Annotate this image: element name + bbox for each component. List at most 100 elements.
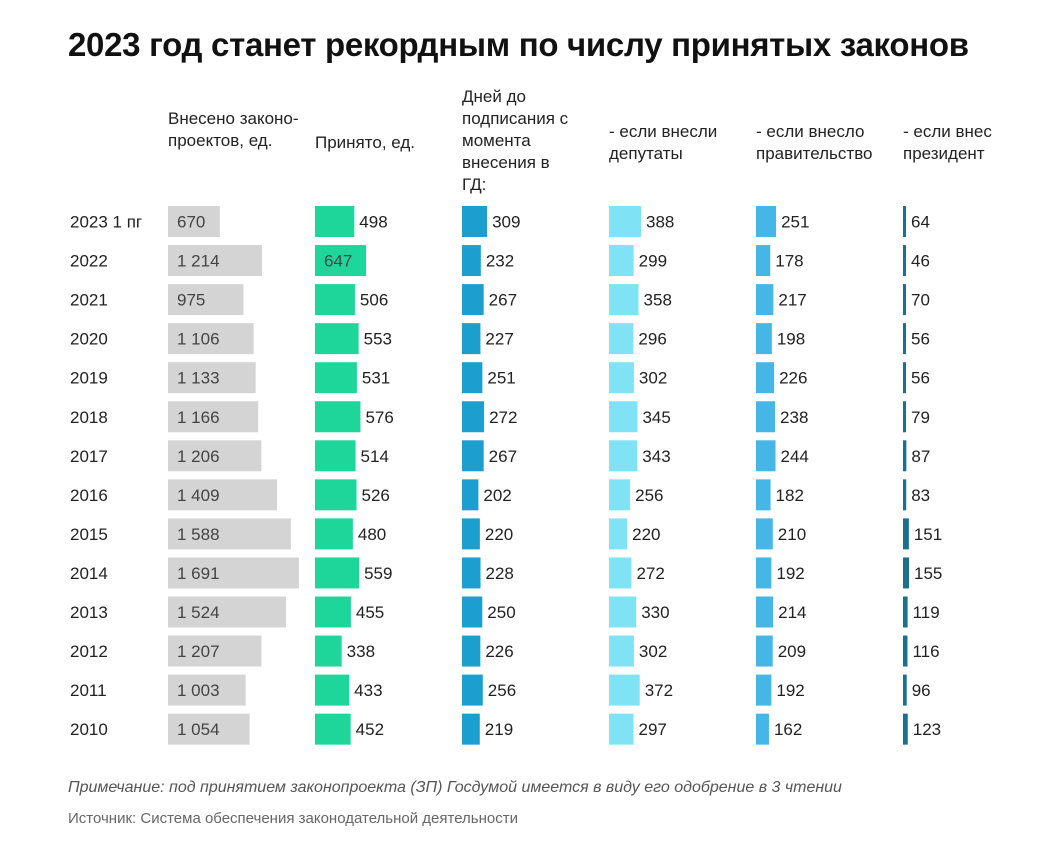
data-label: 297 bbox=[639, 720, 667, 739]
column-header-days-deputies: - если внесли депутаты bbox=[609, 122, 718, 163]
column-header-days-government: - если внесло правительство bbox=[756, 122, 873, 163]
data-label: 46 bbox=[911, 252, 930, 271]
data-label: 192 bbox=[776, 564, 804, 583]
data-label: 232 bbox=[486, 252, 514, 271]
data-label: 244 bbox=[781, 447, 809, 466]
bar bbox=[462, 479, 479, 511]
bar bbox=[756, 284, 774, 316]
chart-note: Примечание: под принятием законопроекта … bbox=[68, 779, 842, 796]
data-label: 209 bbox=[778, 642, 806, 661]
data-label: 1 691 bbox=[177, 564, 220, 583]
data-label: 151 bbox=[914, 525, 942, 544]
bar bbox=[315, 713, 351, 745]
bar bbox=[609, 323, 634, 355]
bar bbox=[462, 323, 481, 355]
chart-area: 2023 1 пг 2022 2021 2020 2019 2018 2017 2016 201… bbox=[70, 206, 942, 745]
data-label: 296 bbox=[638, 330, 666, 349]
data-label: 202 bbox=[483, 486, 511, 505]
data-label: 559 bbox=[364, 564, 392, 583]
data-label: 526 bbox=[362, 486, 390, 505]
bar bbox=[756, 440, 776, 472]
chart-title: 2023 год станет рекордным по числу приня… bbox=[68, 26, 969, 63]
data-label: 1 166 bbox=[177, 408, 220, 427]
bar bbox=[315, 284, 355, 316]
data-label: 192 bbox=[776, 681, 804, 700]
bar bbox=[609, 284, 639, 316]
bar bbox=[168, 596, 286, 628]
data-label: 214 bbox=[778, 603, 806, 622]
data-label: 345 bbox=[642, 408, 670, 427]
bar bbox=[315, 518, 353, 550]
data-label: 506 bbox=[360, 291, 388, 310]
bar bbox=[756, 674, 772, 706]
bar bbox=[756, 245, 771, 277]
data-label: 455 bbox=[356, 603, 384, 622]
data-label: 217 bbox=[778, 291, 806, 310]
bar bbox=[756, 713, 769, 745]
bar bbox=[168, 635, 262, 667]
data-label: 56 bbox=[911, 369, 930, 388]
data-label: 1 214 bbox=[177, 252, 220, 271]
bar bbox=[168, 440, 262, 472]
bar bbox=[462, 557, 481, 589]
bar bbox=[462, 518, 480, 550]
row-label: 2022 bbox=[70, 252, 108, 271]
column-header-days-president: - если внес президент bbox=[903, 122, 992, 163]
bar bbox=[609, 206, 642, 237]
bar bbox=[168, 557, 299, 589]
data-label: 155 bbox=[914, 564, 942, 583]
data-label: 267 bbox=[489, 447, 517, 466]
bar bbox=[609, 245, 634, 277]
data-label: 343 bbox=[642, 447, 670, 466]
bar bbox=[903, 635, 908, 667]
data-label: 267 bbox=[489, 291, 517, 310]
bar bbox=[168, 284, 244, 316]
data-label: 480 bbox=[358, 525, 386, 544]
bar bbox=[756, 518, 773, 550]
data-label: 1 206 bbox=[177, 447, 220, 466]
bar bbox=[903, 479, 907, 511]
data-label: 226 bbox=[485, 642, 513, 661]
bar bbox=[462, 635, 481, 667]
bar bbox=[168, 206, 220, 237]
bar bbox=[315, 674, 350, 706]
bar bbox=[903, 206, 906, 237]
data-label: 1 106 bbox=[177, 330, 220, 349]
chart-source: Источник: Система обеспечения законодате… bbox=[68, 810, 518, 827]
data-label: 219 bbox=[485, 720, 513, 739]
bar bbox=[462, 401, 485, 433]
data-label: 576 bbox=[365, 408, 393, 427]
data-label: 56 bbox=[911, 330, 930, 349]
column-header-adopted: Принято, ед. bbox=[315, 133, 415, 152]
bar bbox=[903, 518, 909, 550]
bar bbox=[609, 440, 638, 472]
data-label: 87 bbox=[911, 447, 930, 466]
bar bbox=[756, 596, 774, 628]
data-label: 452 bbox=[356, 720, 384, 739]
bar bbox=[462, 206, 488, 237]
bar bbox=[168, 245, 262, 277]
data-label: 531 bbox=[362, 369, 390, 388]
bar bbox=[903, 323, 906, 355]
data-label: 256 bbox=[635, 486, 663, 505]
data-label: 372 bbox=[645, 681, 673, 700]
data-label: 299 bbox=[639, 252, 667, 271]
bar bbox=[756, 479, 771, 511]
bar bbox=[609, 596, 637, 628]
row-label: 2021 bbox=[70, 291, 108, 310]
bar bbox=[315, 635, 342, 667]
data-label: 1 524 bbox=[177, 603, 220, 622]
row-label: 2016 bbox=[70, 486, 108, 505]
bar bbox=[168, 518, 291, 550]
bar bbox=[168, 323, 254, 355]
row-label: 2017 bbox=[70, 447, 108, 466]
data-label: 1 133 bbox=[177, 369, 220, 388]
bar bbox=[168, 362, 256, 394]
data-label: 358 bbox=[644, 291, 672, 310]
data-label: 70 bbox=[911, 291, 930, 310]
bar bbox=[609, 635, 634, 667]
bar bbox=[903, 245, 906, 277]
data-label: 227 bbox=[485, 330, 513, 349]
bar bbox=[756, 635, 773, 667]
data-label: 83 bbox=[911, 486, 930, 505]
